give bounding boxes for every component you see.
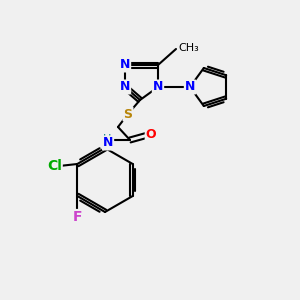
Text: Cl: Cl	[47, 159, 62, 173]
Text: CH₃: CH₃	[178, 43, 199, 53]
Text: N: N	[120, 80, 130, 94]
Text: H: H	[103, 134, 111, 144]
Text: N: N	[153, 80, 163, 94]
Text: N: N	[103, 136, 113, 149]
Text: O: O	[146, 128, 156, 142]
Text: N: N	[120, 58, 130, 71]
Text: F: F	[73, 210, 82, 224]
Text: N: N	[185, 80, 195, 94]
Text: S: S	[124, 107, 133, 121]
